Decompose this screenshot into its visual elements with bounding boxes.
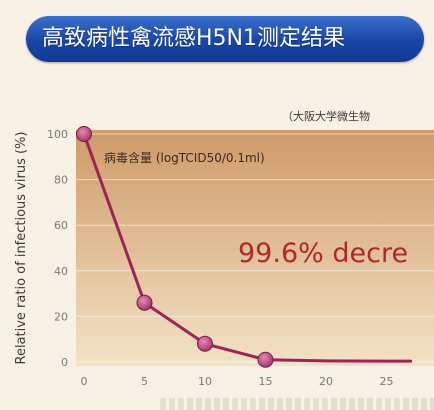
y-tick-label: 20 bbox=[54, 310, 68, 323]
y-tick-label: 100 bbox=[47, 128, 68, 141]
y-tick-label: 60 bbox=[54, 219, 68, 232]
x-tick-label: 10 bbox=[198, 375, 212, 388]
x-tick-label: 20 bbox=[319, 375, 333, 388]
series-label: 病毒含量 (logTCID50/0.1ml) bbox=[104, 151, 265, 165]
x-tick-label: 5 bbox=[141, 375, 148, 388]
data-markers bbox=[76, 126, 274, 368]
title-banner: 高致病性禽流感H5N1测定结果 bbox=[26, 16, 424, 62]
bottom-strip bbox=[160, 398, 434, 410]
data-point bbox=[76, 126, 92, 142]
source-note: （大阪大学微生物 bbox=[282, 110, 370, 123]
plot-band bbox=[76, 130, 434, 366]
x-tick-label: 0 bbox=[81, 375, 88, 388]
chart-title: 高致病性禽流感H5N1测定结果 bbox=[42, 26, 345, 51]
decrease-annotation: 99.6% decre bbox=[238, 238, 409, 269]
y-ticks: 0 20 40 60 80 100 bbox=[47, 128, 68, 369]
y-tick-label: 80 bbox=[54, 174, 68, 187]
x-tick-label: 15 bbox=[259, 375, 273, 388]
y-tick-label: 40 bbox=[54, 265, 68, 278]
grid-lines bbox=[76, 133, 434, 363]
x-ticks: 0 5 10 15 20 25 bbox=[81, 375, 394, 388]
data-point bbox=[257, 351, 274, 368]
x-tick-label: 25 bbox=[380, 375, 394, 388]
data-point bbox=[136, 294, 153, 311]
data-point bbox=[197, 335, 213, 352]
y-tick-label: 0 bbox=[61, 356, 68, 369]
